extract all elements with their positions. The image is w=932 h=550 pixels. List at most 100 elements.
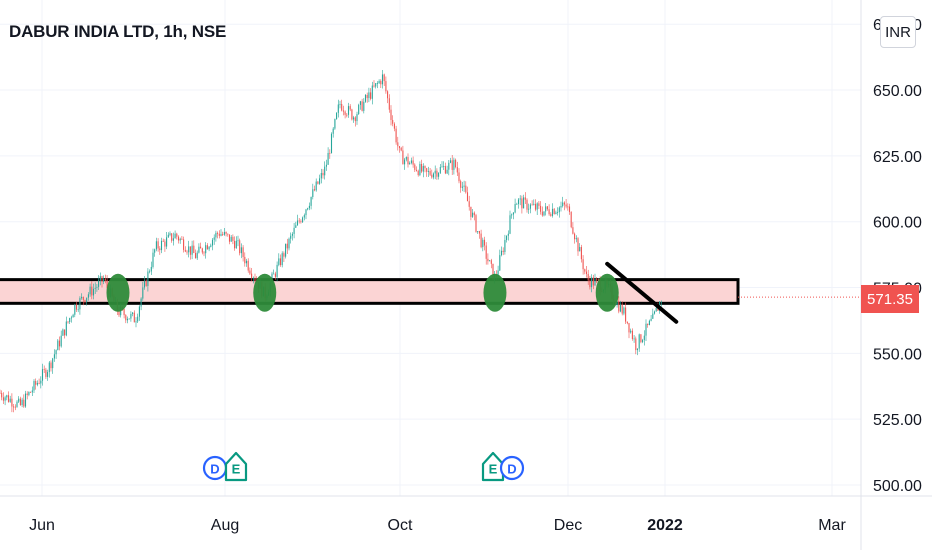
candle [638,333,640,352]
candle [421,159,423,174]
candle [89,283,91,297]
touch-marker [595,273,619,312]
earnings-event-marker[interactable]: E [224,451,248,482]
candle [43,365,45,373]
candle [145,279,147,287]
candle [443,161,445,171]
candle [650,314,652,322]
candle [324,161,326,180]
candle [485,242,487,265]
candle [526,198,528,213]
candle [171,233,173,243]
candle [533,199,535,206]
candle [660,300,662,308]
candle [648,319,650,326]
candle [404,157,406,170]
candle [353,115,355,123]
candle [415,166,418,172]
dividend-event-marker[interactable]: D [202,455,228,481]
candle [60,330,62,348]
candle [572,222,574,235]
candle [322,169,324,179]
trendline[interactable] [605,261,679,324]
candle [584,268,586,275]
candle [463,180,465,192]
candle [218,230,220,239]
candle [50,360,52,372]
candle [336,112,338,120]
candle [441,161,443,168]
candle [222,231,224,237]
candle [487,253,489,265]
candle [154,248,156,257]
candle [461,181,463,192]
candle [412,156,414,168]
candle [31,386,33,397]
x-tick-label: Oct [388,517,413,534]
support-zone [0,278,861,305]
candle [132,312,134,317]
candle [24,390,27,408]
candle [509,210,511,235]
support-zone-rect[interactable] [0,278,740,305]
candle [82,296,84,306]
candle [157,238,159,252]
candle [249,267,251,276]
chart-title: DABUR INDIA LTD, 1h, NSE [9,22,227,41]
candle [427,166,429,178]
candle [320,168,322,184]
candle [519,195,521,206]
candle [295,221,297,229]
candle [240,243,242,259]
dividend-event-marker[interactable]: D [499,455,525,481]
candle [562,196,564,208]
candle [2,392,4,405]
candle [193,240,195,254]
candle [580,244,582,263]
x-tick-label: Mar [818,517,846,534]
candle [342,105,344,116]
candle [534,199,537,212]
candle [327,147,329,165]
candle [225,231,227,237]
trendline-line[interactable] [605,261,679,324]
currency-button[interactable]: INR [880,16,916,48]
candle [84,299,86,304]
candle [523,194,525,209]
candle [317,181,319,185]
candle [431,169,433,179]
candle [18,396,20,404]
candle [217,231,219,239]
candle [205,242,207,259]
candle [540,201,542,215]
candle [329,149,331,159]
candle [628,322,630,339]
candle [19,396,21,406]
candle [642,338,644,344]
candle [300,219,302,224]
candle [140,297,142,311]
candle [149,269,151,274]
candle [138,305,140,321]
candle [325,159,327,171]
candle [232,234,234,245]
candle [373,80,375,88]
candle [14,404,16,411]
candle [45,367,47,379]
candle [290,232,292,244]
candle [191,240,193,260]
candle [9,395,11,403]
touch-marker [483,273,507,312]
touch-markers [106,273,619,312]
candle [293,222,295,239]
candle [288,237,290,251]
event-letter: D [507,462,516,477]
candle [596,277,598,284]
candle [55,349,57,359]
candle [313,185,316,192]
candle [453,157,455,175]
candle [227,233,229,237]
candle [512,212,514,220]
